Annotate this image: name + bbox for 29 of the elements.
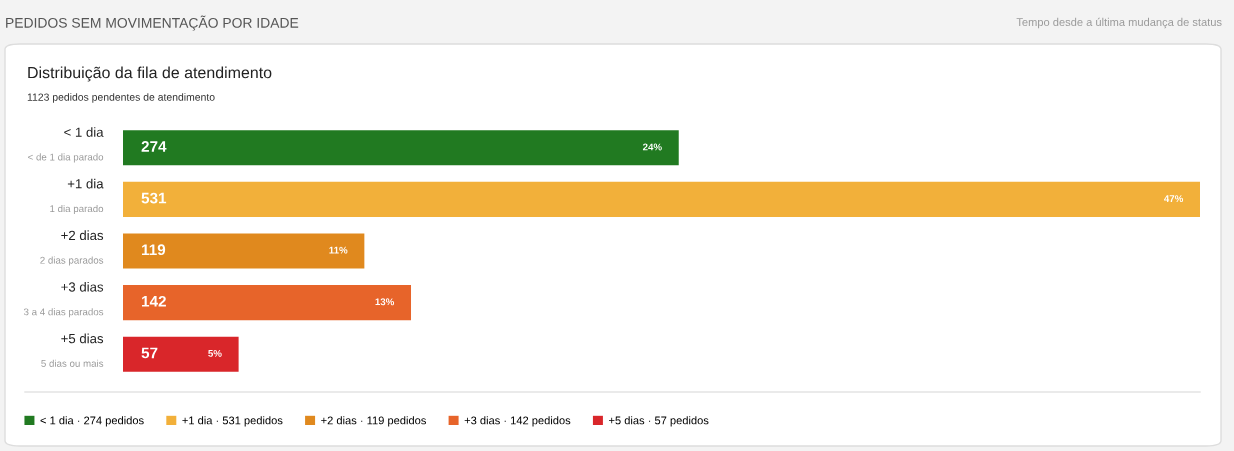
text: 3 a 4 dias parados (23, 308, 104, 318)
legend-label: +1 dia · 531 pedidos (182, 416, 283, 427)
text: 1 dia parado (50, 204, 104, 215)
text: < de 1 dia parado (28, 153, 104, 163)
text: 5 dias ou mais (41, 359, 104, 367)
data-label: 119 (142, 244, 166, 256)
y-tick-label: +3 dias (61, 281, 104, 292)
legend-label: < 1 dia · 274 pedidos (40, 416, 144, 427)
chart-title: PEDIDOS SEM MOVIMENTAÇÃO POR IDADE (6, 15, 299, 31)
text: 2 dias parados (40, 256, 104, 266)
chart-subtitle: Distribuição da fila de atendimento (28, 66, 272, 82)
annotation: 11% (329, 246, 348, 254)
data-label: 274 (141, 141, 167, 152)
annotation: 5% (208, 349, 222, 357)
data-label: 57 (141, 347, 158, 359)
annotation: 47% (1164, 195, 1184, 202)
y-tick-label: +5 dias (61, 333, 104, 344)
data-label: 142 (142, 295, 166, 307)
text: 1123 pedidos pendentes de atendimento (27, 93, 215, 103)
annotation: 24% (642, 143, 662, 151)
legend-label: +2 dias · 119 pedidos (321, 416, 426, 427)
y-tick-label: +2 dias (61, 230, 104, 241)
data-label: 531 (141, 192, 167, 204)
text: Tempo desde a última mudança de status (1016, 17, 1222, 29)
y-tick-label: +1 dia (67, 178, 104, 189)
legend-label: +3 dias · 142 pedidos (464, 416, 571, 427)
annotation: 13% (375, 298, 395, 306)
y-tick-label: < 1 dia (64, 127, 104, 137)
legend-label: +5 dias · 57 pedidos (609, 416, 709, 427)
